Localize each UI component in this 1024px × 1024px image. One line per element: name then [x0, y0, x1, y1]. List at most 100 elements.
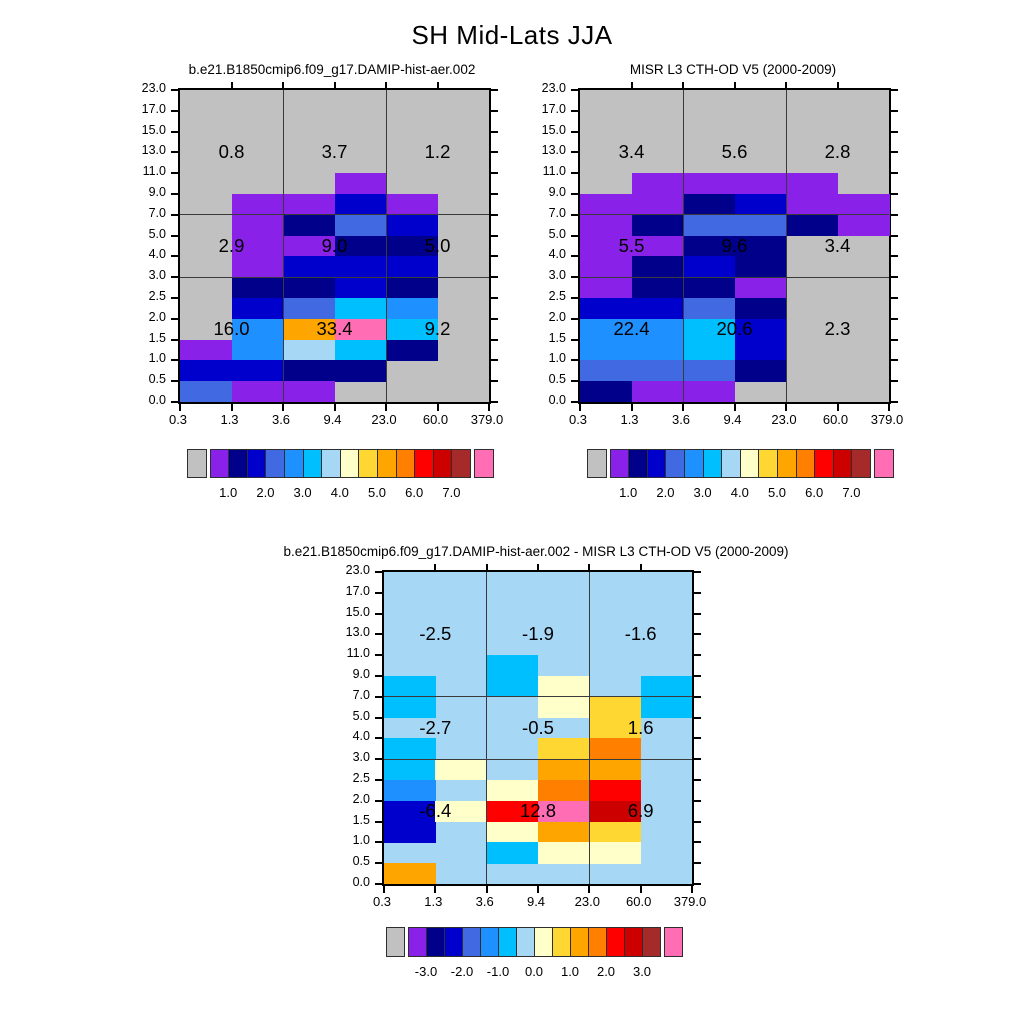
- colorbar-box: [339, 449, 360, 478]
- y-tick-label: 3.0: [548, 268, 566, 283]
- y-axis-tick: [491, 255, 498, 258]
- heatmap-cell: [837, 214, 890, 237]
- colorbar-box: [462, 927, 481, 957]
- y-tick-label: 5.0: [148, 226, 166, 241]
- colorbar-box: [498, 927, 517, 957]
- x-tick-label: 379.0: [470, 412, 504, 427]
- heatmap-cell: [384, 800, 436, 823]
- colorbar-tick-label: 5.0: [367, 485, 387, 500]
- heatmap-cell: [683, 381, 735, 403]
- heatmap-cell: [580, 298, 632, 320]
- grid-line-horizontal: [580, 214, 889, 216]
- y-axis-tick: [694, 591, 701, 594]
- y-tick-label: 1.5: [548, 330, 566, 345]
- y-axis-tick: [891, 151, 898, 154]
- y-axis-tick: [171, 338, 178, 341]
- y-axis-tick: [171, 380, 178, 383]
- y-axis-tick: [694, 841, 701, 844]
- y-tick-label: 1.0: [148, 351, 166, 366]
- y-axis-tick: [491, 359, 498, 362]
- y-axis-tick: [491, 338, 498, 341]
- diff-panel: -2.5 -1.9 -1.6 -2.7 -0.5 1.6 -6.4 12.8 6.9: [375, 564, 701, 893]
- heatmap-cell: [589, 842, 642, 864]
- y-tick-label: 13.0: [541, 143, 566, 158]
- y-axis-tick: [571, 276, 578, 279]
- heatmap-cell: [538, 696, 590, 719]
- y-tick-label: 1.5: [148, 330, 166, 345]
- x-axis-tick: [485, 564, 488, 570]
- y-axis-tick: [491, 380, 498, 383]
- x-axis-tick: [785, 82, 787, 88]
- cell-value-label: -6.4: [419, 800, 452, 822]
- heatmap-cell: [734, 173, 787, 195]
- x-axis-tick: [385, 404, 387, 411]
- heatmap-cell: [734, 235, 787, 257]
- heatmap-cell: [334, 277, 387, 299]
- colorbar-box: [386, 927, 405, 957]
- grid-line-horizontal: [580, 276, 889, 278]
- x-axis-tick: [888, 404, 890, 411]
- y-axis-tick: [571, 151, 578, 154]
- heatmap-cell: [283, 235, 335, 257]
- x-tick-label: 9.4: [323, 412, 342, 427]
- heatmap-cell: [386, 256, 438, 278]
- y-axis-tick: [571, 380, 578, 383]
- heatmap-cell: [334, 173, 387, 195]
- heatmap-cell: [683, 235, 735, 257]
- heatmap-cell: [334, 360, 387, 382]
- heatmap-cell: [631, 318, 684, 341]
- x-tick-label: 0.3: [568, 412, 588, 427]
- cell-value-label: 9.0: [321, 235, 348, 256]
- y-axis-tick: [491, 234, 498, 237]
- x-axis-tick: [434, 886, 437, 893]
- colorbar-tick-label: 5.0: [767, 485, 787, 500]
- heatmap-cell: [734, 318, 787, 341]
- x-axis-tick: [333, 82, 336, 88]
- y-axis-tick: [891, 359, 898, 362]
- y-axis-tick: [891, 109, 898, 112]
- x-tick-label: 23.0: [771, 412, 797, 427]
- y-axis-tick: [171, 317, 178, 320]
- y-tick-label: 11.0: [346, 646, 370, 661]
- y-tick-label: 3.0: [148, 268, 166, 283]
- x-axis-tick: [385, 82, 387, 88]
- heatmap-cell: [538, 738, 590, 760]
- y-tick-label: 11.0: [142, 164, 166, 179]
- figure-title: SH Mid-Lats JJA: [411, 20, 613, 50]
- heatmap-cell: [231, 381, 284, 403]
- x-tick-label: 60.0: [822, 412, 849, 427]
- cell-value-label: 6.9: [627, 800, 654, 822]
- y-tick-label: 0.5: [352, 854, 370, 869]
- heatmap-cell: [386, 194, 438, 216]
- y-axis-tick: [491, 297, 498, 299]
- heatmap-cell: [580, 235, 632, 257]
- y-tick-label: 1.0: [352, 833, 370, 848]
- heatmap-cell: [580, 318, 632, 341]
- y-axis-tick: [375, 820, 382, 823]
- cell-value-label: 20.6: [716, 318, 753, 340]
- y-tick-label: 15.0: [141, 122, 166, 137]
- y-axis-tick: [491, 172, 498, 175]
- y-tick-label: 4.0: [352, 729, 370, 744]
- y-axis-tick: [891, 401, 898, 403]
- colorbar-box: [777, 449, 797, 478]
- heatmap-cell: [786, 194, 838, 216]
- heatmap-cell: [631, 298, 684, 320]
- colorbar-box: [432, 449, 453, 478]
- cell-value-label: 9.6: [721, 235, 748, 256]
- y-axis-tick: [694, 654, 701, 657]
- heatmap-cell: [683, 214, 735, 237]
- heatmap-cell: [589, 780, 642, 802]
- cell-value-label: -0.5: [522, 717, 554, 738]
- y-axis-tick: [694, 716, 701, 719]
- y-axis-tick: [171, 109, 178, 112]
- heatmap-cell: [683, 194, 735, 216]
- y-tick-label: 15.0: [345, 604, 370, 619]
- y-tick-label: 11.0: [542, 164, 566, 179]
- grid-line-vertical: [385, 90, 387, 402]
- heatmap-cell: [384, 676, 436, 698]
- y-axis-tick: [694, 779, 701, 781]
- cell-value-label: 1.2: [424, 141, 451, 163]
- y-axis-tick: [491, 109, 498, 112]
- y-axis-tick: [891, 380, 898, 383]
